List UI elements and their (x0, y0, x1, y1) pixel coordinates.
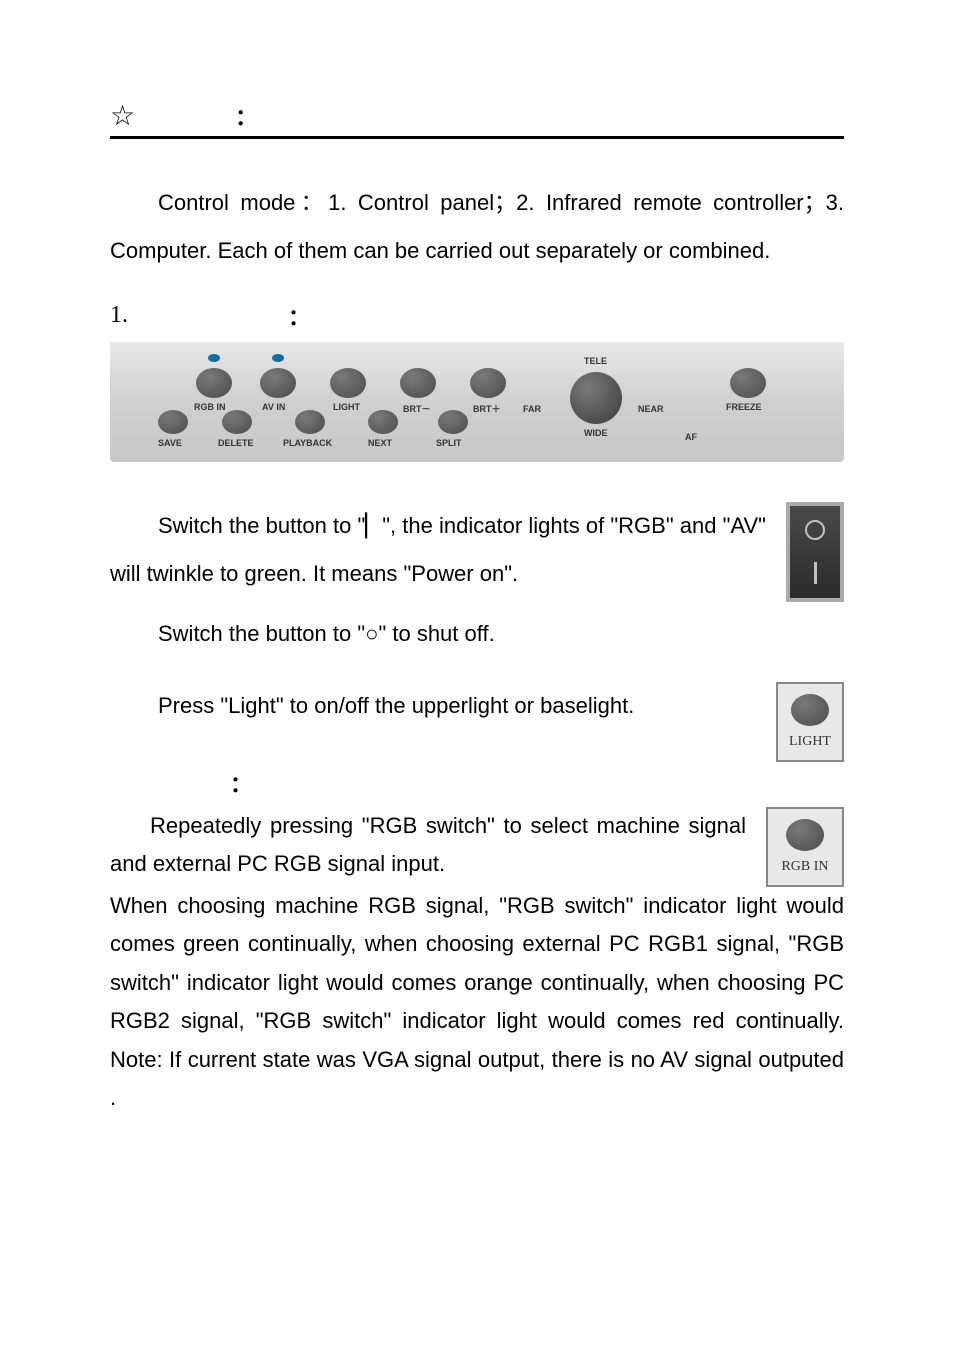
section-colon: ： (288, 300, 310, 332)
label-far: FAR (523, 404, 541, 414)
heading-underline (110, 136, 844, 139)
light-button-label: LIGHT (789, 734, 831, 750)
control-panel-image: RGB IN AV IN LIGHT BRT－ BRT＋ FAR TELE WI… (110, 342, 844, 462)
label-split: SPLIT (436, 438, 462, 448)
label-brtplus: BRT＋ (473, 402, 501, 415)
label-save: SAVE (158, 438, 182, 448)
rgb-button-icon (786, 819, 824, 851)
label-delete: DELETE (218, 438, 254, 448)
label-freeze: FREEZE (726, 402, 762, 412)
rgb-button-label: RGB IN (781, 859, 828, 875)
label-playback: PLAYBACK (283, 438, 332, 448)
power-off-icon (805, 520, 825, 540)
delete-button (222, 410, 252, 434)
intro-paragraph: Control mode：1. Control panel；2. Infrare… (110, 179, 844, 276)
split-button (438, 410, 468, 434)
power-off-text: Switch the button to "○" to shut off. (110, 610, 844, 658)
av-led (272, 354, 284, 362)
power-switch-image (786, 502, 844, 602)
label-wide: WIDE (584, 428, 608, 438)
label-rgbin: RGB IN (194, 402, 226, 412)
star-icon: ☆ (110, 102, 135, 130)
light-row: Press "Light" to on/off the upperlight o… (110, 682, 844, 762)
power-row: Switch the button to "▏", the indicator … (110, 502, 844, 602)
playback-button (295, 410, 325, 434)
freeze-button (730, 368, 766, 398)
label-light: LIGHT (333, 402, 360, 412)
light-button-icon (791, 694, 829, 726)
rgb-led (208, 354, 220, 362)
zoom-rocker (570, 372, 622, 424)
heading-row: ☆ ： (110, 100, 844, 132)
rgb-section-colon: ： (110, 770, 844, 801)
label-avin: AV IN (262, 402, 285, 412)
label-brtminus: BRT－ (403, 402, 431, 415)
rgb-row: Repeatedly pressing "RGB switch" to sele… (110, 807, 844, 887)
label-next: NEXT (368, 438, 392, 448)
brt-minus-button (400, 368, 436, 398)
power-on-icon (814, 562, 817, 584)
label-af: AF (685, 432, 697, 442)
rgb-first-text: Repeatedly pressing "RGB switch" to sele… (110, 807, 746, 884)
power-on-text: Switch the button to "▏", the indicator … (110, 502, 766, 599)
light-button (330, 368, 366, 398)
next-button (368, 410, 398, 434)
rgb-button-image: RGB IN (766, 807, 844, 887)
av-in-button (260, 368, 296, 398)
heading-colon: ： (235, 100, 257, 132)
label-tele: TELE (584, 356, 607, 366)
section-1-header: 1. ： (110, 300, 844, 332)
light-button-image: LIGHT (776, 682, 844, 762)
label-near: NEAR (638, 404, 664, 414)
light-text: Press "Light" to on/off the upperlight o… (110, 682, 756, 730)
rgb-rest-text: When choosing machine RGB signal, "RGB s… (110, 887, 844, 1118)
save-button (158, 410, 188, 434)
brt-plus-button (470, 368, 506, 398)
rgb-in-button (196, 368, 232, 398)
section-number: 1. (110, 302, 128, 329)
rgb-first-span: Repeatedly pressing "RGB switch" to sele… (110, 813, 746, 877)
